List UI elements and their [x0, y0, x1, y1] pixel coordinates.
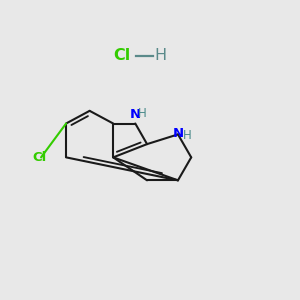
Text: H: H — [154, 48, 167, 63]
Text: Cl: Cl — [32, 151, 47, 164]
Text: N: N — [172, 127, 184, 140]
Text: Cl: Cl — [113, 48, 131, 63]
Text: H: H — [138, 107, 147, 120]
Text: N: N — [130, 108, 141, 121]
Text: H: H — [183, 129, 192, 142]
